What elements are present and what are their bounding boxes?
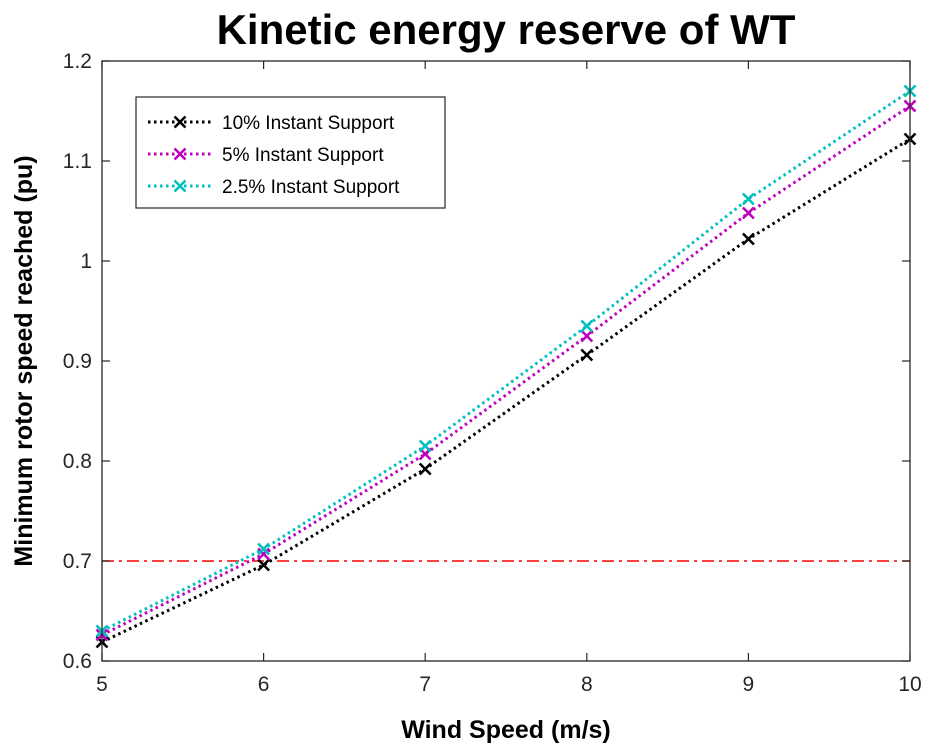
y-tick-label: 0.6 xyxy=(63,650,92,673)
legend-marker xyxy=(173,179,187,193)
data-point xyxy=(580,329,594,343)
legend-label: 5% Instant Support xyxy=(222,145,384,166)
data-point xyxy=(580,348,594,362)
y-tick-label: 0.8 xyxy=(63,450,92,473)
data-point xyxy=(741,232,755,246)
y-axis-label: Minimum rotor speed reached (pu) xyxy=(10,155,38,566)
chart-title: Kinetic energy reserve of WT xyxy=(217,6,796,53)
y-tick-label: 0.9 xyxy=(63,350,92,373)
x-tick-label: 8 xyxy=(581,673,593,696)
data-point xyxy=(580,319,594,333)
data-point xyxy=(257,542,271,556)
series-line xyxy=(101,89,911,633)
legend-marker xyxy=(173,147,187,161)
legend-item: 5% Instant Support xyxy=(148,145,384,166)
legend-box xyxy=(135,96,446,209)
data-point xyxy=(257,558,271,572)
data-point xyxy=(418,439,432,453)
y-tick-label: 1 xyxy=(80,250,92,273)
data-point xyxy=(418,462,432,476)
legend-label: 2.5% Instant Support xyxy=(222,177,400,198)
y-tick-label: 1.1 xyxy=(63,150,92,173)
legend-marker xyxy=(173,115,187,129)
legend-item: 10% Instant Support xyxy=(148,113,395,134)
data-point xyxy=(741,192,755,206)
x-axis-label: Wind Speed (m/s) xyxy=(401,716,611,744)
legend-item: 2.5% Instant Support xyxy=(148,177,400,198)
plot-area: 5 6 7 8 9 10 0.6 0.7 0.8 0.9 1 1.1 1.2 10% Instant Su… xyxy=(63,50,922,696)
x-tick-label: 10 xyxy=(898,673,921,696)
series-2 xyxy=(95,99,917,642)
x-tick-label: 6 xyxy=(258,673,270,696)
data-point xyxy=(741,206,755,220)
legend: 10% Instant Support 5% Instant Support 2.5… xyxy=(135,96,446,209)
data-point xyxy=(257,547,271,561)
y-tick-label: 0.7 xyxy=(63,550,92,573)
legend-label: 10% Instant Support xyxy=(222,113,395,134)
y-tick-label: 1.2 xyxy=(63,50,92,73)
x-tick-label: 7 xyxy=(419,673,431,696)
series-line xyxy=(101,104,911,637)
x-tick-label: 5 xyxy=(96,673,108,696)
x-tick-label: 9 xyxy=(743,673,755,696)
